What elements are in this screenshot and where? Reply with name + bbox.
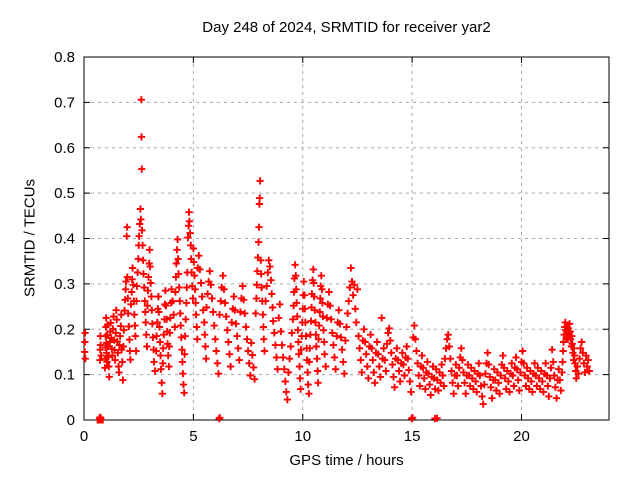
svg-text:0: 0 (67, 412, 75, 429)
chart-title: Day 248 of 2024, SRMTID for receiver yar… (202, 19, 491, 36)
svg-text:0.7: 0.7 (54, 94, 75, 111)
scatter-series-zero-flag (96, 416, 104, 424)
svg-text:0: 0 (80, 428, 88, 445)
tick-labels: 0 5 10 15 20 0 0.1 0.2 0.3 0.4 0.5 0.6 0.7 0.8 (54, 49, 530, 445)
svg-text:0.5: 0.5 (54, 185, 75, 202)
svg-text:10: 10 (294, 428, 311, 445)
svg-text:5: 5 (189, 428, 197, 445)
svg-text:0.1: 0.1 (54, 367, 75, 384)
svg-text:0.3: 0.3 (54, 276, 75, 293)
svg-text:0.2: 0.2 (54, 321, 75, 338)
svg-text:0.6: 0.6 (54, 140, 75, 157)
svg-text:0.4: 0.4 (54, 231, 75, 248)
svg-text:0.8: 0.8 (54, 49, 75, 66)
x-axis-label: GPS time / hours (289, 452, 404, 469)
y-axis-label: SRMTID / TECUs (21, 178, 39, 298)
scatter-series-SRMTID (81, 96, 593, 424)
axis-ticks (83, 56, 609, 421)
svg-text:15: 15 (404, 428, 421, 445)
svg-text:20: 20 (513, 428, 530, 445)
